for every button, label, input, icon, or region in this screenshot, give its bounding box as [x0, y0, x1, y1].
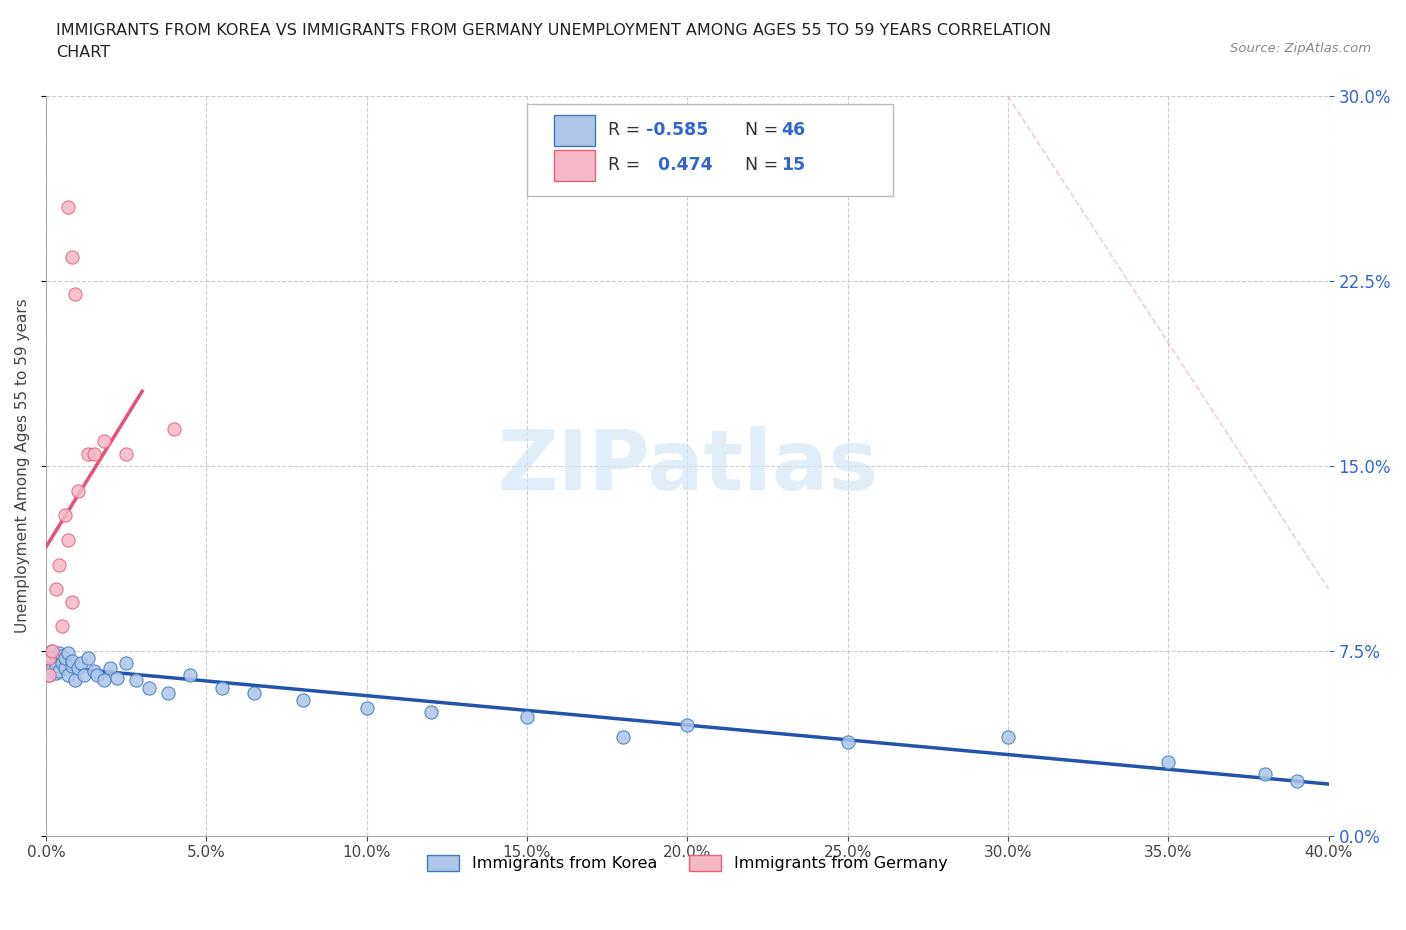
Point: [41, 651, 63, 666]
Point: [156, 685, 179, 700]
Point: [60, 249, 83, 264]
Point: [63, 673, 86, 688]
Point: [76, 651, 98, 666]
Text: R =: R =: [607, 122, 645, 140]
Text: 46: 46: [780, 122, 806, 140]
Point: [67, 484, 90, 498]
Point: [76, 446, 98, 461]
Point: [73, 668, 96, 683]
Point: [51, 618, 73, 633]
Text: 0.474: 0.474: [647, 156, 713, 174]
Point: [612, 730, 634, 745]
Point: [38, 656, 60, 671]
Point: [179, 668, 201, 683]
Point: [1285, 774, 1308, 789]
Point: [356, 700, 378, 715]
Point: [60, 653, 83, 668]
Point: [51, 656, 73, 671]
Point: [38, 651, 60, 666]
Point: [115, 446, 138, 461]
Point: [291, 693, 314, 708]
Point: [516, 710, 538, 724]
Point: [53, 660, 76, 675]
Point: [60, 594, 83, 609]
Point: [41, 644, 63, 658]
Point: [38, 668, 60, 683]
Point: [51, 648, 73, 663]
Point: [48, 557, 70, 572]
Point: [1157, 754, 1180, 769]
Point: [243, 685, 266, 700]
Point: [45, 653, 67, 668]
FancyBboxPatch shape: [554, 115, 595, 146]
Point: [83, 446, 105, 461]
Point: [48, 645, 70, 660]
Point: [48, 663, 70, 678]
Text: 15: 15: [780, 156, 806, 174]
Text: IMMIGRANTS FROM KOREA VS IMMIGRANTS FROM GERMANY UNEMPLOYMENT AMONG AGES 55 TO 5: IMMIGRANTS FROM KOREA VS IMMIGRANTS FROM…: [56, 23, 1052, 60]
Y-axis label: Unemployment Among Ages 55 to 59 years: Unemployment Among Ages 55 to 59 years: [15, 299, 30, 633]
Point: [1253, 766, 1275, 781]
Point: [419, 705, 441, 720]
Point: [138, 681, 160, 696]
Point: [53, 651, 76, 666]
Point: [58, 533, 80, 548]
Point: [105, 671, 128, 685]
Point: [125, 673, 148, 688]
Point: [45, 582, 67, 597]
Point: [676, 717, 699, 732]
Point: [58, 668, 80, 683]
Point: [58, 645, 80, 660]
Point: [93, 673, 115, 688]
Point: [211, 681, 233, 696]
Point: [58, 200, 80, 215]
Point: [41, 644, 63, 658]
Point: [86, 668, 108, 683]
Text: N =: N =: [745, 122, 783, 140]
Point: [67, 660, 90, 675]
Point: [60, 658, 83, 673]
FancyBboxPatch shape: [527, 104, 893, 196]
Point: [38, 668, 60, 683]
Point: [63, 286, 86, 301]
FancyBboxPatch shape: [554, 150, 595, 180]
Text: -0.585: -0.585: [647, 122, 709, 140]
Point: [997, 730, 1019, 745]
Text: ZIPatlas: ZIPatlas: [496, 426, 877, 507]
Text: Source: ZipAtlas.com: Source: ZipAtlas.com: [1230, 42, 1371, 55]
Point: [115, 656, 138, 671]
Point: [70, 656, 93, 671]
Text: R =: R =: [607, 156, 645, 174]
Point: [163, 421, 186, 436]
Point: [45, 658, 67, 673]
Point: [837, 735, 859, 750]
Legend: Immigrants from Korea, Immigrants from Germany: Immigrants from Korea, Immigrants from G…: [419, 847, 956, 880]
Point: [98, 660, 121, 675]
Point: [83, 663, 105, 678]
Point: [45, 666, 67, 681]
Point: [41, 660, 63, 675]
Point: [53, 508, 76, 523]
Text: N =: N =: [745, 156, 783, 174]
Point: [93, 434, 115, 449]
